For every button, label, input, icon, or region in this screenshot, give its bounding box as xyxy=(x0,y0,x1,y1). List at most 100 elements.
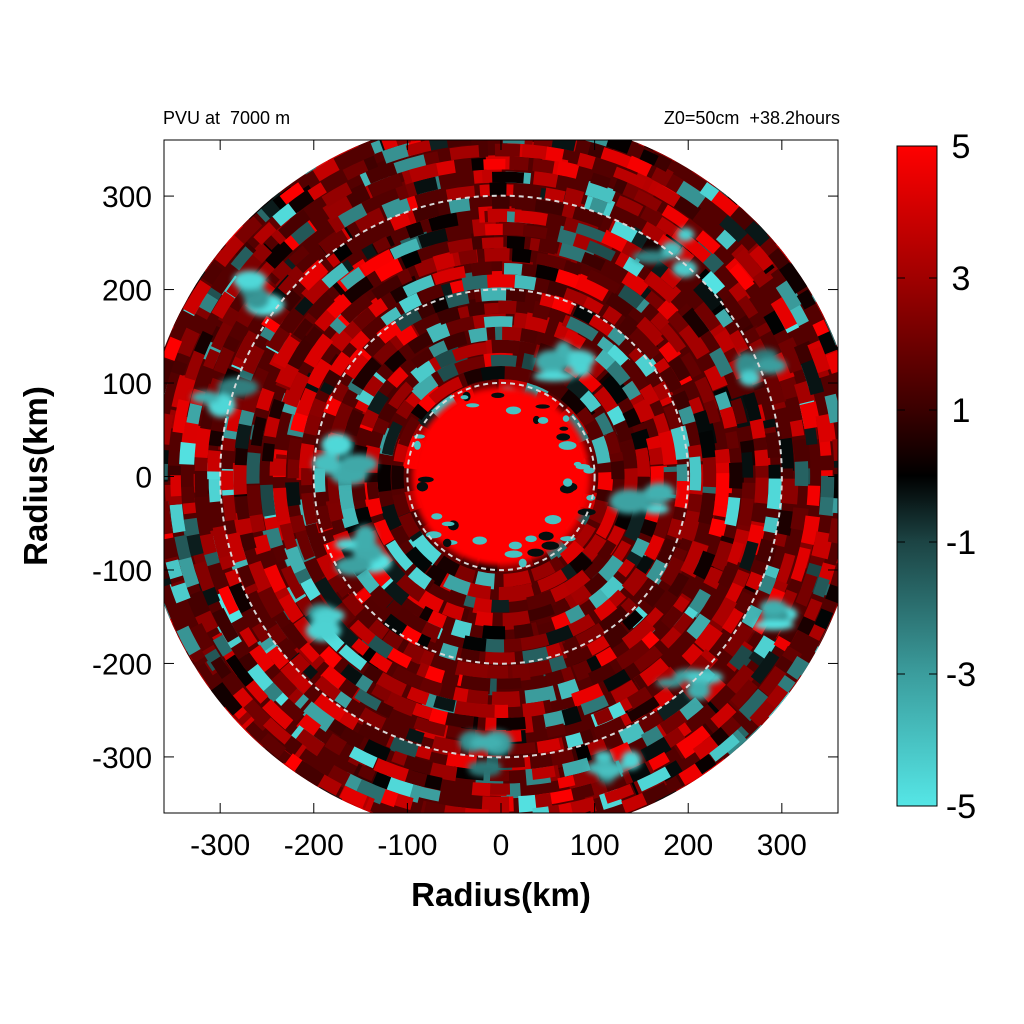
field-patch xyxy=(483,246,510,262)
field-patch xyxy=(832,437,838,461)
field-patch xyxy=(255,387,275,412)
field-patch xyxy=(792,438,811,469)
x-axis-label: Radius(km) xyxy=(411,876,591,913)
core-speckle xyxy=(562,415,570,422)
field-patch xyxy=(754,477,770,504)
field-patch xyxy=(529,117,559,135)
field-patch xyxy=(795,573,818,607)
field-patch xyxy=(395,399,415,420)
field-patch xyxy=(372,771,392,790)
field-patch xyxy=(565,732,584,749)
field-patch xyxy=(193,330,214,355)
field-patch xyxy=(652,183,681,208)
field-patch xyxy=(184,349,206,381)
field-patch xyxy=(483,316,513,328)
field-patch xyxy=(593,707,614,726)
negative-anomaly xyxy=(305,619,342,642)
core-speckle xyxy=(586,494,596,501)
field-patch xyxy=(695,230,721,255)
field-patch xyxy=(407,566,432,591)
field-patch xyxy=(845,552,867,584)
field-patch xyxy=(445,315,480,336)
field-patch xyxy=(293,760,325,789)
field-patch xyxy=(316,553,339,581)
field-patch xyxy=(734,248,764,279)
chart-title-right: Z0=50cm +38.2hours xyxy=(663,108,840,128)
field-patch xyxy=(775,279,803,311)
field-patch xyxy=(639,383,660,406)
field-patch xyxy=(389,238,421,260)
field-patch xyxy=(543,538,569,563)
field-patch xyxy=(856,421,872,446)
field-patch xyxy=(363,739,391,762)
field-patch xyxy=(620,358,649,391)
field-patch xyxy=(533,170,559,188)
negative-anomaly xyxy=(609,489,650,514)
field-patch xyxy=(533,140,555,148)
field-patch xyxy=(551,295,574,314)
field-patch xyxy=(727,541,744,566)
field-patch xyxy=(846,373,864,394)
field-patch xyxy=(164,341,166,367)
colorbar-tick-label: -3 xyxy=(946,656,976,694)
field-patch xyxy=(443,805,466,813)
field-patch xyxy=(448,197,471,214)
field-patch xyxy=(293,524,316,561)
field-patch xyxy=(737,295,759,319)
field-patch xyxy=(443,574,471,596)
field-patch xyxy=(593,386,620,415)
field-patch xyxy=(763,516,781,534)
field-patch xyxy=(313,692,347,723)
core-speckle xyxy=(431,513,443,520)
x-tick-label: -300 xyxy=(190,829,250,862)
core-speckle xyxy=(508,541,522,550)
field-patch xyxy=(628,326,662,361)
field-patch xyxy=(644,534,665,561)
field-patch xyxy=(128,500,145,528)
field-patch xyxy=(711,540,734,572)
field-patch xyxy=(511,663,531,682)
field-patch xyxy=(732,569,750,589)
field-patch xyxy=(586,240,616,262)
field-patch xyxy=(778,260,809,294)
field-patch xyxy=(429,762,458,782)
negative-anomaly xyxy=(672,260,698,278)
field-patch xyxy=(260,564,287,595)
field-patch xyxy=(548,140,577,152)
field-patch xyxy=(280,565,305,600)
field-patch xyxy=(565,316,599,342)
field-patch xyxy=(332,242,353,263)
field-patch xyxy=(483,158,506,170)
negative-anomaly xyxy=(533,371,575,382)
field-patch xyxy=(430,735,457,757)
field-patch xyxy=(806,485,821,507)
field-patch xyxy=(341,274,374,304)
field-patch xyxy=(341,593,365,617)
field-patch xyxy=(491,338,521,355)
field-patch xyxy=(231,687,254,709)
field-patch xyxy=(676,725,713,759)
colorbar-tick-label: 5 xyxy=(952,128,971,166)
core-speckle xyxy=(417,476,434,483)
field-patch xyxy=(738,688,771,722)
field-patch xyxy=(635,447,651,478)
field-patch xyxy=(307,291,335,321)
field-patch xyxy=(253,221,277,245)
field-patch xyxy=(624,506,648,542)
field-patch xyxy=(844,429,862,457)
field-patch xyxy=(544,642,564,661)
field-patch xyxy=(636,316,663,344)
field-patch xyxy=(672,612,694,635)
field-patch xyxy=(708,187,744,220)
field-patch xyxy=(613,166,647,189)
field-patch xyxy=(164,463,168,480)
field-patch xyxy=(515,114,535,132)
field-patch xyxy=(426,320,451,343)
negative-anomaly xyxy=(661,241,683,259)
field-patch xyxy=(226,582,253,615)
field-patch xyxy=(731,266,755,291)
core-speckle xyxy=(460,395,469,400)
field-patch xyxy=(391,665,424,690)
field-patch xyxy=(575,622,607,649)
field-patch xyxy=(180,486,196,504)
